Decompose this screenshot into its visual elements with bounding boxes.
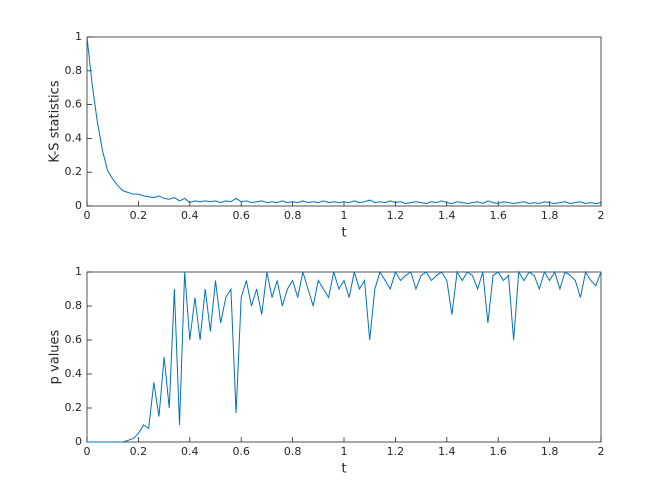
y-tick-label: 0 [75, 199, 82, 212]
y-tick-label: 0 [75, 435, 82, 448]
y-axis-label: K-S statistics [48, 80, 63, 162]
x-axis-label: t [341, 226, 346, 241]
x-tick-label: 2 [598, 445, 605, 458]
axes-frame [86, 36, 602, 207]
x-tick-label: 0.2 [130, 209, 148, 222]
x-tick-label: 1 [341, 209, 348, 222]
y-tick-label: 1 [75, 30, 82, 43]
x-tick-label: 2 [598, 209, 605, 222]
x-tick-label: 1.8 [541, 209, 559, 222]
x-tick-label: 0.8 [284, 209, 302, 222]
y-tick-label: 0.6 [65, 98, 83, 111]
x-tick-label: 0.6 [232, 445, 250, 458]
x-tick-label: 1.2 [387, 209, 405, 222]
x-tick-label: 0.2 [130, 445, 148, 458]
x-tick-label: 0 [84, 445, 91, 458]
y-tick-label: 0.2 [65, 165, 83, 178]
y-tick-label: 0.6 [65, 333, 83, 346]
y-tick-label: 0.8 [65, 64, 83, 77]
y-tick-label: 0.4 [65, 367, 83, 380]
y-tick-label: 1 [75, 265, 82, 278]
x-tick-label: 1.2 [387, 445, 405, 458]
x-axis-label: t [341, 462, 346, 477]
x-tick-label: 0 [84, 209, 91, 222]
x-tick-label: 1.6 [489, 209, 507, 222]
x-tick-label: 0.8 [284, 445, 302, 458]
x-tick-label: 1.4 [438, 445, 456, 458]
x-tick-label: 1.6 [489, 445, 507, 458]
x-tick-label: 0.4 [181, 445, 199, 458]
axes: 0 0.2 0.4 0.6 0.8 1 1.2 1.4 1.6 1.8 2 0 0.2 0.4 0.6 0.8… [48, 265, 605, 477]
y-tick-label: 0.4 [65, 131, 83, 144]
x-tick-label: 1.4 [438, 209, 456, 222]
x-tick-label: 0.4 [181, 209, 199, 222]
axes: 0 0.2 0.4 0.6 0.8 1 1.2 1.4 1.6 1.8 2 0 0.2 0.4 0.6 0.8… [48, 30, 605, 241]
x-tick-label: 1 [341, 445, 348, 458]
y-tick-label: 0.2 [65, 401, 83, 414]
data-line [86, 36, 602, 205]
x-tick-label: 1.8 [541, 445, 559, 458]
data-line [87, 270, 602, 443]
y-axis-label: p values [48, 329, 63, 384]
y-tick-label: 0.8 [65, 299, 83, 312]
x-tick-label: 0.6 [232, 209, 250, 222]
